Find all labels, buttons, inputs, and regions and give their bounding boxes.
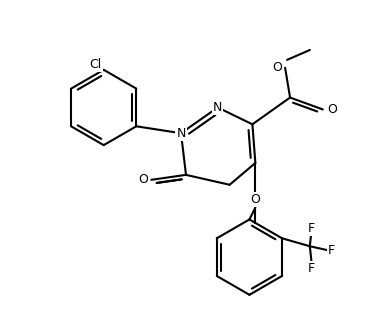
Text: O: O (138, 173, 148, 186)
Text: N: N (213, 101, 222, 114)
Text: F: F (308, 261, 315, 274)
Text: F: F (328, 244, 335, 257)
Text: Cl: Cl (90, 58, 102, 71)
Text: O: O (251, 193, 260, 206)
Text: F: F (308, 222, 315, 235)
Text: O: O (327, 103, 337, 116)
Text: O: O (272, 61, 282, 74)
Text: N: N (176, 127, 186, 140)
